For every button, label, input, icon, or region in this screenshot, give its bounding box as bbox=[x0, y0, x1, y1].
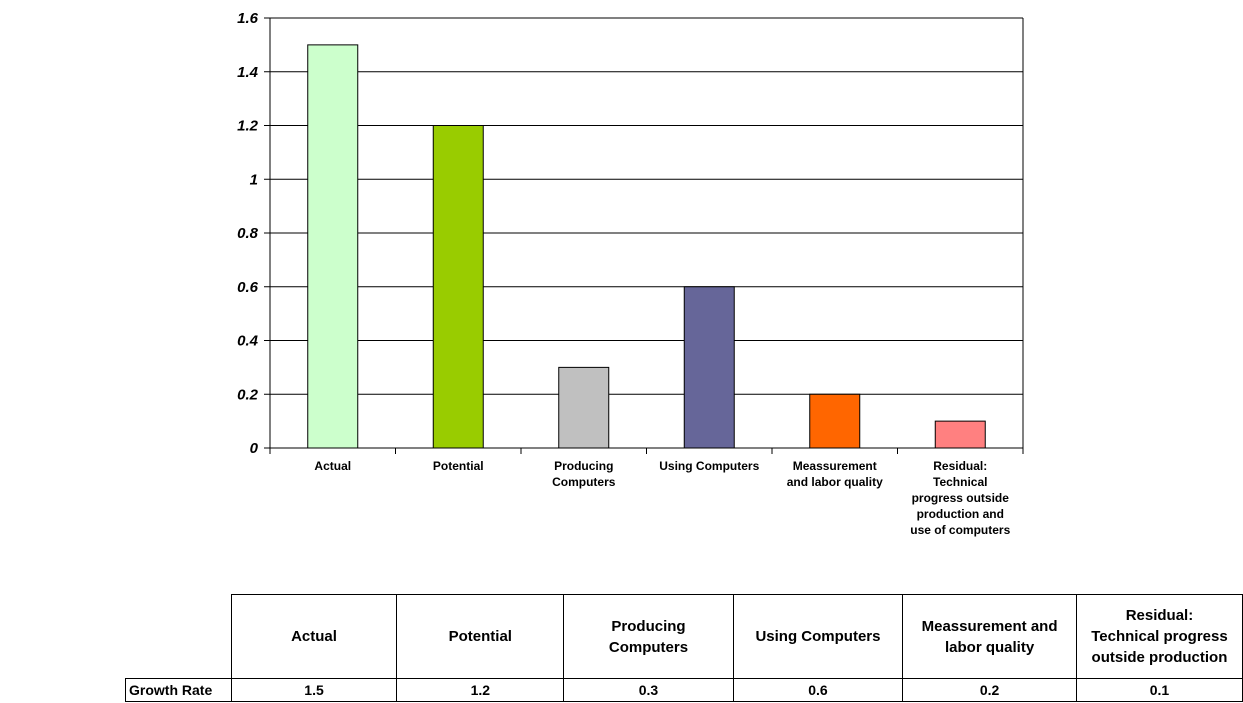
table-cell: 0.3 bbox=[563, 678, 734, 702]
x-category-label: Residual: Technical progress outside produc… bbox=[910, 459, 1010, 537]
y-tick-label: 0.8 bbox=[237, 225, 259, 242]
table-cell: 0.6 bbox=[732, 678, 904, 702]
x-category-label: Actual bbox=[314, 459, 351, 473]
y-tick-label: 0.4 bbox=[237, 333, 259, 350]
bar bbox=[307, 44, 359, 449]
table-row: Growth Rate 1.5 1.2 0.3 0.6 0.2 0.1 bbox=[125, 678, 1243, 702]
table-header-cell: Producing Computers bbox=[563, 594, 734, 679]
data-table: Actual Potential Producing Computers Usin… bbox=[125, 594, 1243, 702]
bar bbox=[432, 125, 484, 449]
x-category-label: Producing Computers bbox=[552, 459, 616, 489]
table-cell: 0.1 bbox=[1075, 678, 1243, 702]
table-header-cell: Meassurement and labor quality bbox=[902, 594, 1077, 679]
y-tick-label: 0.6 bbox=[237, 279, 259, 296]
table-header-cell: Using Computers bbox=[732, 594, 904, 679]
table-row-label: Growth Rate bbox=[125, 678, 232, 702]
y-tick-label: 1.6 bbox=[237, 10, 259, 27]
bar bbox=[809, 393, 861, 449]
y-tick-label: 1.2 bbox=[237, 118, 259, 135]
y-tick-label: 0.2 bbox=[237, 386, 259, 403]
table-corner-cell bbox=[125, 594, 232, 679]
bar bbox=[934, 420, 986, 449]
table-cell: 1.2 bbox=[396, 678, 565, 702]
y-tick-label: 0 bbox=[250, 440, 259, 457]
bar bbox=[558, 366, 610, 449]
y-tick-label: 1.4 bbox=[237, 64, 259, 81]
table-header-cell: Actual bbox=[230, 594, 398, 679]
x-category-label: Using Computers bbox=[659, 459, 759, 473]
x-category-label: Meassurement and labor quality bbox=[787, 459, 883, 489]
table-header-cell: Potential bbox=[396, 594, 565, 679]
bar bbox=[683, 286, 735, 449]
table-cell: 0.2 bbox=[902, 678, 1077, 702]
table-header-cell: Residual: Technical progress outside produ… bbox=[1075, 594, 1243, 679]
x-category-label: Potential bbox=[433, 459, 484, 473]
y-tick-label: 1 bbox=[250, 171, 258, 188]
table-cell: 1.5 bbox=[230, 678, 398, 702]
table-header-row: Actual Potential Producing Computers Usin… bbox=[125, 594, 1243, 679]
bar-chart: 0 0.2 0.4 0.6 0.8 1 1.2 1.4 1.6 Actual Potential Pr… bbox=[237, 10, 1024, 537]
